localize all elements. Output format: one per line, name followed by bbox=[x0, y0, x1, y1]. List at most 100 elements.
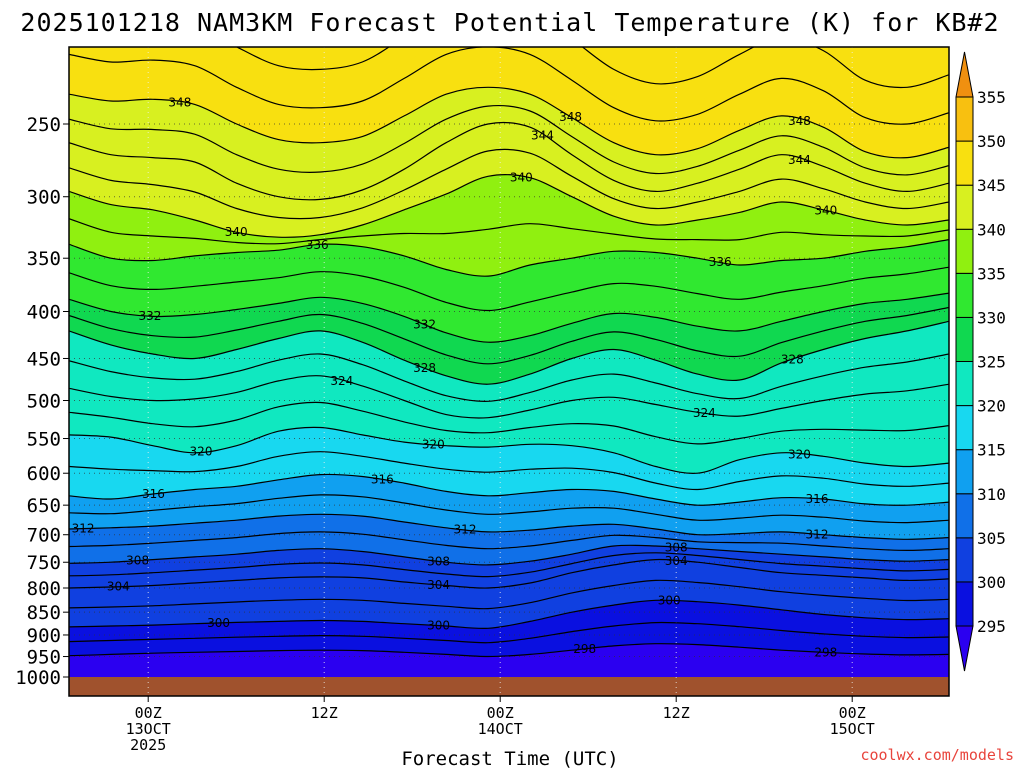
contour-label: 298 bbox=[814, 645, 837, 659]
y-tick-label: 400 bbox=[27, 301, 61, 323]
chart-title: 2025101218 NAM3KM Forecast Potential Tem… bbox=[20, 8, 999, 37]
contour-line-304 bbox=[69, 558, 949, 589]
y-tick-label: 650 bbox=[27, 495, 61, 517]
contour-lines bbox=[69, 47, 949, 658]
contour-line-326 bbox=[69, 353, 949, 402]
colorbar-min-triangle bbox=[955, 625, 974, 672]
y-axis: 2503003504004505005506006507007508008509… bbox=[15, 114, 69, 689]
colorbar-segment bbox=[955, 184, 974, 230]
x-tick-label: 12Z bbox=[663, 704, 690, 722]
colorbar-label: 320 bbox=[977, 397, 1006, 416]
x-tick-label: 13OCT bbox=[126, 720, 171, 738]
ground-surface bbox=[69, 677, 949, 696]
y-tick-label: 900 bbox=[27, 625, 61, 647]
contour-label: 320 bbox=[190, 445, 213, 459]
contour-label: 300 bbox=[207, 616, 230, 630]
contour-label: 344 bbox=[531, 129, 554, 143]
x-tick-label: 15OCT bbox=[830, 720, 875, 738]
contour-label: 348 bbox=[168, 96, 191, 110]
y-tick-label: 700 bbox=[27, 525, 61, 547]
colorbar-label: 350 bbox=[977, 132, 1006, 151]
contour-label: 316 bbox=[806, 492, 829, 506]
colorbar-label: 340 bbox=[977, 220, 1006, 239]
plot-frame bbox=[68, 46, 950, 697]
colorbar-label: 355 bbox=[977, 88, 1006, 107]
contour-line-320 bbox=[69, 426, 949, 474]
contour-line-340 bbox=[69, 174, 949, 238]
colorbar-segment bbox=[955, 537, 974, 583]
contour-line-316 bbox=[69, 473, 949, 506]
contour-label: 348 bbox=[788, 114, 811, 128]
contour-line-296 bbox=[69, 643, 949, 658]
contour-line-298 bbox=[69, 621, 949, 644]
colorbar-segment bbox=[955, 581, 974, 627]
plot-area: 348 348 348 344 344 340 340 340 336 336 332 332 328 3… bbox=[69, 47, 949, 696]
contour-label: 308 bbox=[427, 554, 450, 568]
contour-line-324 bbox=[69, 375, 949, 419]
colorbar-label: 335 bbox=[977, 264, 1006, 283]
contour-line-318 bbox=[69, 451, 949, 491]
y-tick-label: 500 bbox=[27, 391, 61, 413]
contour-line-344 bbox=[69, 121, 949, 201]
contour-label: 340 bbox=[814, 203, 837, 217]
contour-line-336 bbox=[69, 239, 949, 277]
contour-label: 304 bbox=[665, 554, 688, 568]
contour-label: 304 bbox=[427, 578, 450, 592]
contour-label: 336 bbox=[306, 238, 329, 252]
x-tick-label: 2025 bbox=[130, 736, 166, 754]
y-tick-label: 450 bbox=[27, 348, 61, 370]
contour-line-306 bbox=[69, 552, 949, 578]
contour-line-346 bbox=[69, 104, 949, 176]
contour-line-300 bbox=[69, 599, 949, 630]
contour-label: 324 bbox=[693, 406, 716, 420]
contour-label: 328 bbox=[781, 352, 804, 366]
contour-labels: 348 348 348 344 344 340 340 340 336 336 332 332 328 3… bbox=[72, 96, 838, 660]
contour-line-338 bbox=[69, 218, 949, 245]
x-tick-label: 00Z bbox=[135, 704, 162, 722]
contour-label: 344 bbox=[788, 153, 811, 167]
y-tick-label: 950 bbox=[27, 647, 61, 669]
contour-line-348 bbox=[69, 86, 949, 159]
credit-text: coolwx.com/models bbox=[860, 746, 1014, 764]
y-tick-label: 600 bbox=[27, 463, 61, 485]
y-tick-label: 300 bbox=[27, 187, 61, 209]
contour-label: 316 bbox=[371, 473, 394, 487]
contour-line-328 bbox=[69, 320, 949, 385]
colorbar-segment bbox=[955, 228, 974, 274]
contour-line-342 bbox=[69, 148, 949, 220]
y-tick-label: 250 bbox=[27, 114, 61, 136]
contour-line-352 bbox=[69, 47, 949, 125]
colorbar-segment bbox=[955, 361, 974, 407]
colorbar-label: 305 bbox=[977, 529, 1006, 548]
colorbar-label: 295 bbox=[977, 617, 1006, 636]
colorbar: 295 300 305 310 315 320 325 330 335 340 345 350 355 bbox=[955, 51, 1006, 672]
y-tick-label: 850 bbox=[27, 602, 61, 624]
contour-line-312 bbox=[69, 513, 949, 540]
y-tick-label: 800 bbox=[27, 578, 61, 600]
contour-label: 312 bbox=[72, 522, 95, 536]
colorbar-max-triangle bbox=[955, 51, 974, 98]
contour-line-308 bbox=[69, 544, 949, 566]
colorbar-segment bbox=[955, 96, 974, 142]
temperature-fill-bands bbox=[69, 47, 949, 696]
contour-label: 336 bbox=[709, 255, 732, 269]
contour-line-322 bbox=[69, 401, 949, 445]
contour-label: 340 bbox=[225, 225, 248, 239]
y-tick-label: 350 bbox=[27, 248, 61, 270]
contour-label: 332 bbox=[413, 317, 436, 331]
y-tick-label: 750 bbox=[27, 552, 61, 574]
colorbar-label: 315 bbox=[977, 441, 1006, 460]
colorbar-segment bbox=[955, 316, 974, 362]
colorbar-label: 325 bbox=[977, 353, 1006, 372]
colorbar-segment bbox=[955, 493, 974, 539]
colorbar-segment bbox=[955, 449, 974, 495]
contour-line-314 bbox=[69, 494, 949, 524]
colorbar-label: 300 bbox=[977, 573, 1006, 592]
contour-label: 312 bbox=[454, 523, 477, 537]
contour-label: 332 bbox=[139, 309, 162, 323]
y-tick-label: 1000 bbox=[15, 667, 61, 689]
colorbar-label: 345 bbox=[977, 176, 1006, 195]
colorbar-segment bbox=[955, 272, 974, 318]
